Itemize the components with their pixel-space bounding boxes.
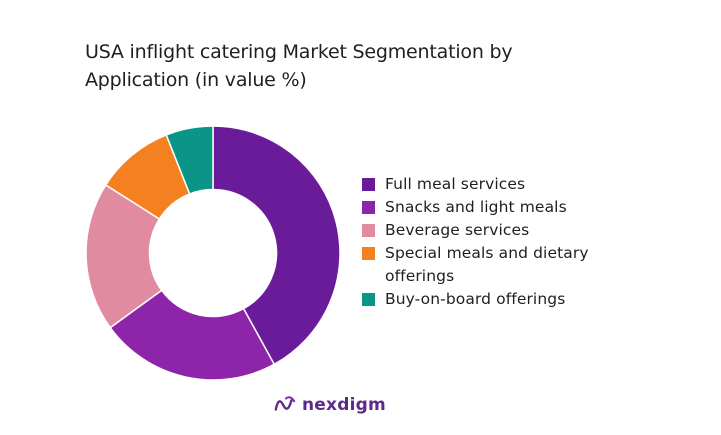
legend-item: Beverage services: [362, 219, 632, 242]
legend-item: Special meals and dietary offerings: [362, 242, 632, 288]
legend-label: Full meal services: [385, 175, 526, 193]
donut-slice-beverage-services: [85, 183, 163, 329]
donut-slice-snacks-and-light-meals: [109, 289, 276, 381]
legend-swatch: [362, 293, 375, 306]
legend-label: Snacks and light meals: [385, 198, 567, 216]
legend-swatch: [362, 224, 375, 237]
logo-text: nexdigm: [302, 395, 386, 415]
donut-slice-buy-on-board-offerings: [165, 125, 214, 195]
legend-label: Beverage services: [385, 221, 530, 239]
legend-item: Snacks and light meals: [362, 196, 632, 219]
donut-slice-full-meal-services: [212, 125, 341, 366]
legend-item: Full meal services: [362, 173, 632, 196]
chart-title: USA inflight catering Market Segmentatio…: [85, 41, 513, 91]
nexdigm-logo: nexdigm: [274, 394, 386, 416]
nexdigm-logo-icon: [274, 396, 296, 411]
legend-item: Buy-on-board offerings: [362, 288, 632, 311]
legend-swatch: [362, 178, 375, 191]
legend-label: Buy-on-board offerings: [385, 290, 566, 308]
legend-swatch: [362, 201, 375, 214]
legend-swatch: [362, 247, 375, 260]
legend-label: Special meals and dietary offerings: [385, 244, 589, 285]
chart-legend: Full meal services Snacks and light meals…: [362, 173, 632, 311]
